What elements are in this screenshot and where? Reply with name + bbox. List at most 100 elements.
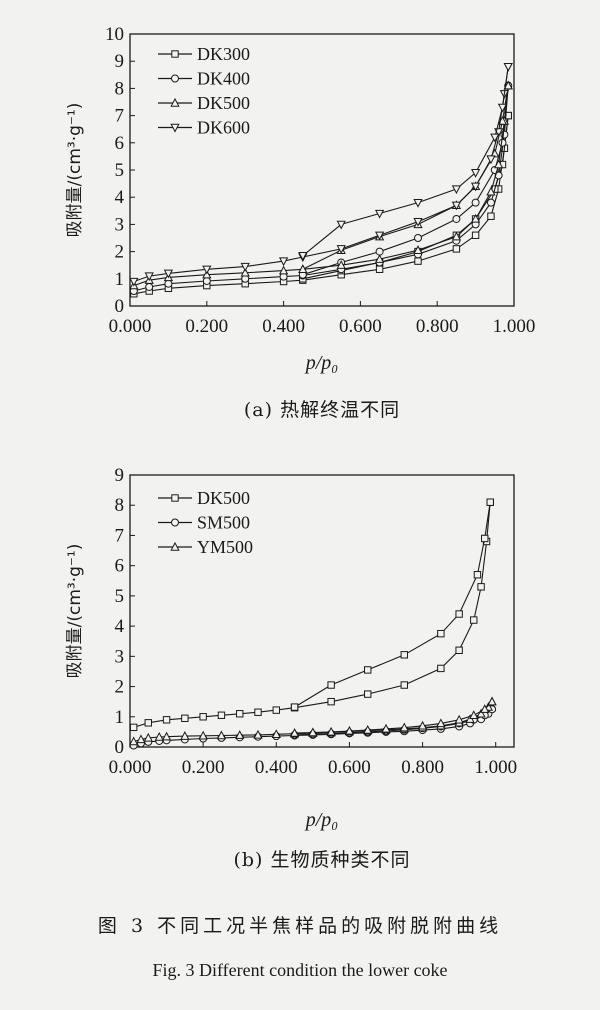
chart-a-dk500-desorption-point [503,80,513,90]
chart-a-dk300-adsorption-point [414,257,422,265]
chart-a-dk300-adsorption-point [487,212,495,220]
chart-b-dk500-adsorption-point [455,646,463,654]
chart-b-ym500-desorption-point [363,725,373,734]
chart-a-series [129,62,513,298]
chart-a-dk600-adsorption-point [336,245,346,254]
chart-a-ticks: 0 1 2 3 4 5 6 7 8 9 10 0.000 0.200 0.400 0.600 0.800 1.0… [105,24,535,337]
chart-a-ytick-label: 1 [115,269,125,290]
chart-b-dk500-adsorption-point [217,711,226,719]
chart-b-ym500-adsorption-point [253,729,263,739]
chart-b-series-dk500 [129,498,494,732]
chart-b-ytick-label: 7 [115,525,125,546]
chart-a-xtick-label: 0.200 [185,316,228,337]
figure-caption-cn: 图 3 不同工况半焦样品的吸附脱附曲线 [98,915,502,937]
chart-a-ylabel: 吸附量/(cm³·g⁻¹) [65,103,85,238]
chart-a-xtick-label: 0.400 [262,316,305,337]
chart-a-dk500-adsorption-point [451,231,462,241]
chart-a-dk600-desorption-point [298,251,308,261]
chart-b-legend: DK500 SM500 YM500 [158,488,253,557]
chart-a-ytick-label: 0 [115,296,125,317]
chart-b-ym500-adsorption-point [216,730,227,740]
chart-b-ym500-adsorption-point [143,732,153,742]
chart-b-ytick-label: 3 [115,646,125,667]
chart-b-xlabel: p/p₀ [304,809,339,831]
chart-a-dk600-desorption-point [451,185,462,195]
chart-b-legend-marker [171,518,179,527]
chart-b-dk500-adsorption-point [400,681,408,689]
chart-b-dk500-desorption-line [294,502,491,708]
chart-a-ytick-label: 3 [115,214,125,235]
chart-a-dk500-adsorption-point [240,267,250,277]
chart-a-dk600-adsorption-point [486,155,496,165]
chart-b: 0 1 2 3 4 5 6 7 8 9 0.000 0.200 0.400 0.600 0.800 1.000… [65,465,517,871]
chart-a-ytick-label: 9 [115,51,125,72]
chart-b-ym500-adsorption-point [198,730,208,740]
chart-a-legend-label: DK500 [197,93,250,113]
chart-b-ym500-desorption-point [344,725,355,735]
chart-b-legend-marker [171,494,179,502]
chart-b-ym500-desorption-point [469,710,479,719]
chart-a-xlabel: p/p₀ [304,352,339,374]
chart-a-dk300-adsorption-point [452,245,461,253]
chart-b-legend-label: YM500 [197,537,253,557]
chart-a-legend-marker [171,74,179,83]
chart-b-ym500-desorption-point [480,704,490,713]
chart-a-dk400-desorption-point [498,138,507,147]
chart-a-legend-marker [170,123,180,133]
chart-b-ym500-adsorption-point [136,734,146,744]
chart-a: 0 1 2 3 4 5 6 7 8 9 10 0.000 0.200 0.400 0.600 0.800 1.0… [65,24,535,421]
chart-b-ytick-label: 4 [115,616,125,637]
chart-b-ym500-desorption-point [399,722,409,732]
chart-b-ym500-desorption-point [436,718,446,728]
chart-b-ytick-label: 6 [115,556,125,577]
chart-a-dk600-adsorption-point [129,277,139,287]
chart-a-dk400-desorption-point [414,234,422,242]
chart-a-series-dk500 [129,80,513,290]
chart-a-dk600-adsorption-line [133,66,509,283]
chart-a-legend-label: DK600 [197,118,250,138]
chart-b-ym500-desorption-point [487,696,497,706]
chart-b-dk500-desorption-point [364,666,372,674]
chart-a-dk600-adsorption-point [144,272,154,282]
chart-b-dk500-adsorption-point [437,664,445,673]
chart-a-dk600-adsorption-point [240,262,250,272]
chart-a-dk500-desorption-line [302,85,509,270]
chart-b-ym500-adsorption-point [235,730,245,739]
chart-a-dk500-desorption-point [298,264,308,273]
chart-a-dk600-desorption-point [503,62,513,72]
chart-a-dk600-desorption-point [497,103,508,113]
chart-b-xtick-label: 0.600 [328,757,371,778]
chart-a-dk400-adsorption-point [145,282,154,291]
chart-a-dk500-adsorption-point [413,245,423,254]
chart-b-ym500-desorption-point [308,727,318,737]
chart-a-dk600-desorption-point [490,133,500,143]
chart-b-dk500-desorption-point [400,651,408,659]
chart-b-ym500-adsorption-point [161,731,172,741]
chart-b-dk500-adsorption-point [144,719,152,727]
chart-b-ytick-label: 0 [115,737,125,758]
chart-b-ytick-label: 2 [115,677,125,698]
chart-b-series-ym500 [129,696,497,746]
chart-b-plot-frame [129,474,515,748]
chart-b-ym500-desorption-point [381,723,391,733]
chart-b-dk500-desorption-point [486,498,494,506]
chart-b-xtick-label: 0.200 [182,757,225,778]
chart-a-dk600-desorption-point [374,209,385,219]
chart-a-legend-marker [170,97,180,107]
chart-b-dk500-adsorption-point [477,583,485,591]
chart-a-dk600-desorption-point [470,169,481,178]
chart-a-dk600-adsorption-point [470,182,481,192]
chart-b-xtick-label: 0.800 [401,757,444,778]
chart-a-dk400-adsorption-point [486,198,495,207]
chart-b-ytick-label: 1 [115,707,125,728]
chart-a-dk500-adsorption-line [133,85,509,287]
chart-b-ym500-desorption-point [326,726,336,736]
chart-a-dk400-desorption-point [471,198,480,207]
chart-b-dk500-desorption-point [473,571,482,579]
chart-b-ytick-label: 5 [115,586,125,607]
chart-b-ym500-adsorption-point [476,708,486,718]
chart-a-caption: (a) 热解终温不同 [244,399,400,421]
chart-b-ym500-adsorption-point [129,736,139,746]
chart-a-dk600-adsorption-point [163,269,174,279]
chart-b-dk500-adsorption-point [199,713,207,721]
